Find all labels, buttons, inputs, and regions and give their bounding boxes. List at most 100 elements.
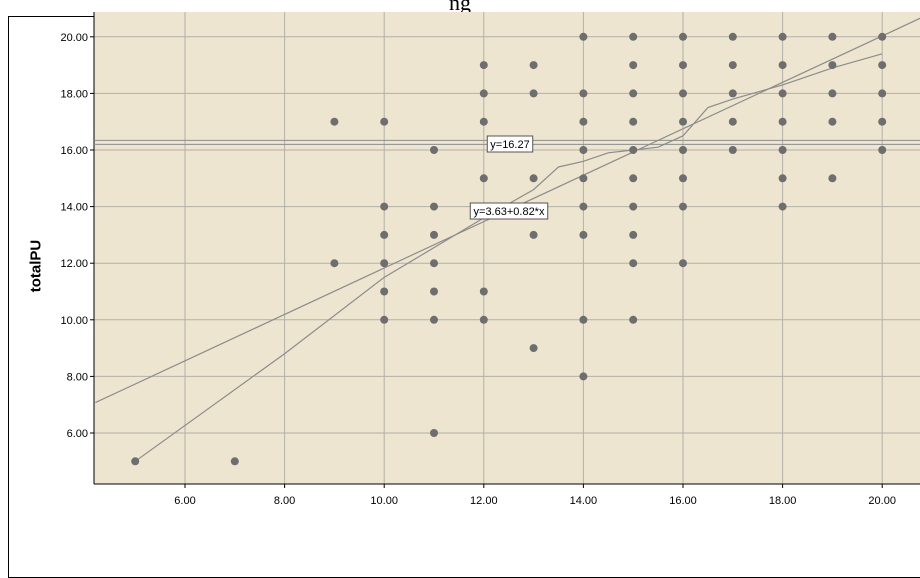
- data-point: [629, 117, 638, 126]
- y-tick-label: 8.00: [67, 371, 88, 383]
- x-tick-label: 12.00: [470, 495, 498, 507]
- data-point: [629, 230, 638, 239]
- y-tick-label: 10.00: [60, 315, 88, 327]
- data-point: [579, 202, 588, 211]
- data-point: [878, 146, 887, 154]
- data-point: [778, 146, 787, 154]
- loess-curve: [134, 53, 883, 462]
- data-point: [579, 174, 588, 183]
- data-point: [529, 61, 538, 70]
- data-point: [629, 146, 638, 154]
- x-tick-label: 16.00: [669, 495, 697, 507]
- x-tick-label: 8.00: [274, 495, 295, 507]
- data-point: [778, 202, 787, 211]
- y-tick-label: 6.00: [67, 428, 88, 440]
- data-point: [430, 315, 438, 324]
- data-point: [579, 230, 588, 239]
- data-point: [430, 287, 438, 296]
- data-point: [380, 230, 389, 239]
- data-point: [679, 259, 687, 268]
- data-point: [430, 429, 438, 437]
- data-point: [629, 315, 638, 324]
- data-point: [479, 61, 488, 70]
- data-point: [878, 117, 887, 126]
- data-point: [728, 89, 737, 98]
- data-point: [330, 117, 339, 126]
- data-point: [679, 61, 687, 70]
- data-point: [629, 32, 638, 41]
- x-tick-label: 14.00: [570, 495, 598, 507]
- x-tick-label: 6.00: [174, 495, 195, 507]
- data-point: [778, 117, 787, 126]
- data-point: [828, 117, 837, 126]
- data-point: [330, 259, 339, 268]
- plot-area: [94, 12, 920, 484]
- data-point: [878, 32, 887, 41]
- data-point: [679, 202, 687, 211]
- data-point: [479, 117, 488, 126]
- data-point: [479, 89, 488, 98]
- data-point: [728, 117, 737, 126]
- data-point: [430, 146, 438, 154]
- data-point: [529, 230, 538, 239]
- data-point: [430, 259, 438, 268]
- y-tick-label: 18.00: [60, 88, 88, 100]
- data-point: [778, 32, 787, 41]
- data-point: [579, 315, 588, 324]
- data-point: [679, 146, 687, 154]
- data-point: [579, 89, 588, 98]
- x-tick-label: 10.00: [370, 495, 398, 507]
- data-point: [380, 117, 389, 126]
- data-point: [828, 61, 837, 70]
- data-point: [679, 32, 687, 41]
- data-point: [380, 287, 389, 296]
- y-tick-label: 12.00: [60, 258, 88, 270]
- data-point: [230, 457, 239, 466]
- data-point: [380, 202, 389, 211]
- mean-line-label-box: [486, 135, 534, 153]
- data-point: [828, 32, 837, 41]
- data-point: [679, 117, 687, 126]
- data-point: [529, 174, 538, 183]
- data-point: [828, 89, 837, 98]
- data-point: [579, 146, 588, 154]
- data-point: [778, 61, 787, 70]
- data-point: [728, 61, 737, 70]
- data-point: [878, 89, 887, 98]
- data-point: [579, 117, 588, 126]
- data-point: [679, 89, 687, 98]
- data-point: [629, 259, 638, 268]
- data-point: [479, 315, 488, 324]
- data-point: [878, 61, 887, 70]
- y-tick-label: 20.00: [60, 32, 88, 44]
- data-point: [629, 61, 638, 70]
- linear-fit-label-box: [469, 202, 549, 220]
- data-point: [629, 202, 638, 211]
- linear-fit-label: y=3.63+0.82*x: [474, 206, 545, 218]
- data-point: [679, 174, 687, 183]
- data-point: [579, 372, 588, 381]
- x-tick-label: 20.00: [868, 495, 896, 507]
- data-point: [430, 230, 438, 239]
- x-tick-label: 18.00: [769, 495, 797, 507]
- y-tick-label: 14.00: [60, 202, 88, 214]
- mean-line-label: y=16.27: [490, 139, 529, 151]
- data-point: [629, 89, 638, 98]
- data-point: [479, 287, 488, 296]
- caption-strip: ng: [0, 0, 920, 16]
- data-point: [380, 259, 389, 268]
- y-tick-label: 16.00: [60, 145, 88, 157]
- data-point: [728, 32, 737, 41]
- data-point: [529, 89, 538, 98]
- data-point: [479, 174, 488, 183]
- data-point: [629, 174, 638, 183]
- caption-text: ng: [449, 0, 471, 15]
- data-point: [728, 146, 737, 154]
- data-point: [529, 344, 538, 353]
- data-point: [778, 174, 787, 183]
- data-point: [778, 89, 787, 98]
- data-point: [380, 315, 389, 324]
- data-point: [430, 202, 438, 211]
- data-point: [579, 32, 588, 41]
